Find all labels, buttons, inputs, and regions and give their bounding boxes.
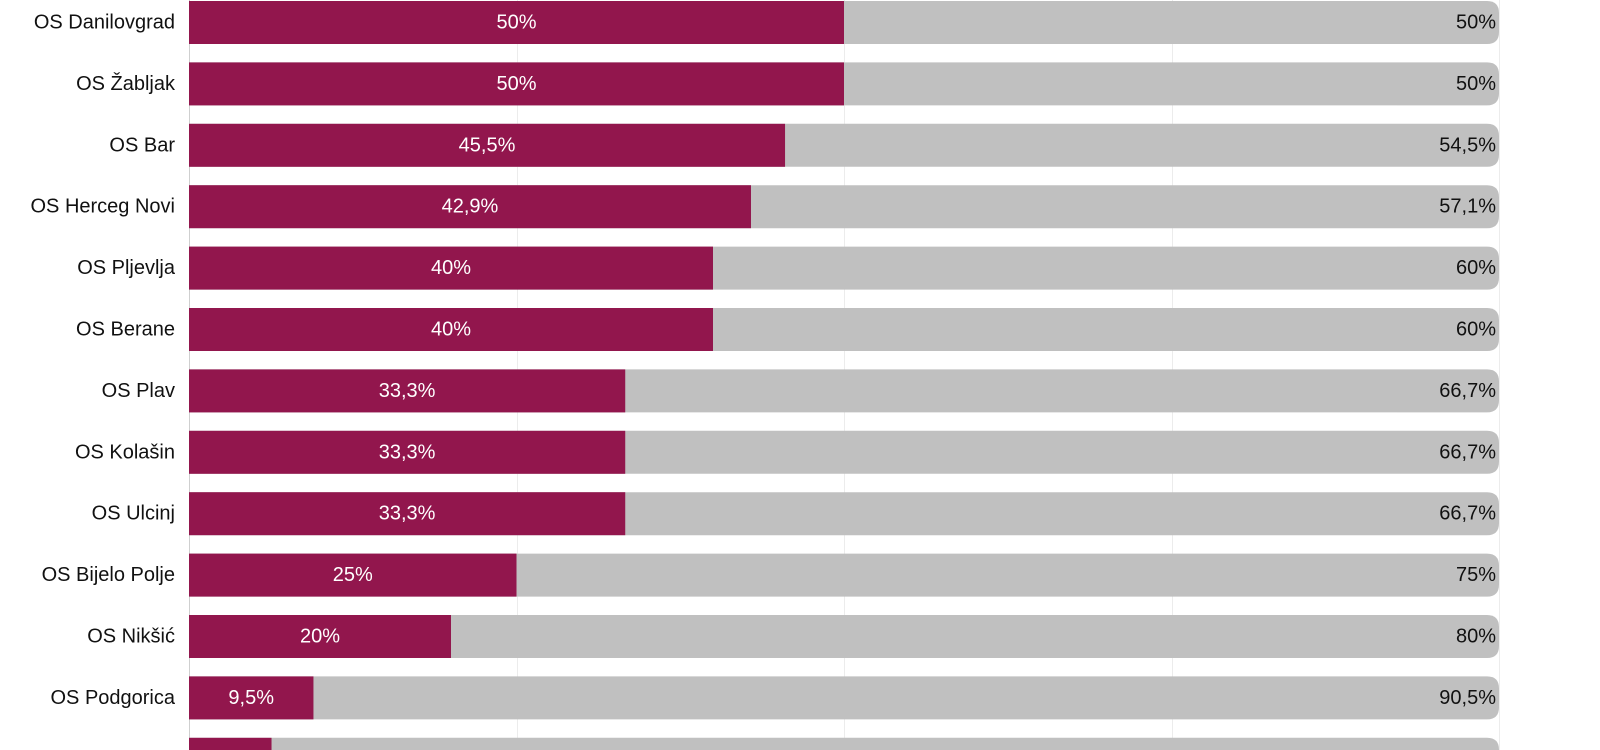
category-label: OS Plav — [102, 380, 175, 402]
remainder-label: 60% — [1456, 257, 1496, 279]
remainder-label: 66,7% — [1439, 503, 1496, 525]
remainder-label: 50% — [1456, 73, 1496, 95]
value-label: 42,9% — [442, 196, 499, 218]
remainder-bar — [189, 737, 1499, 750]
value-label: 40% — [431, 257, 471, 279]
remainder-label: 66,7% — [1439, 380, 1496, 402]
category-label: OS Kotor — [93, 748, 176, 750]
value-label: 33,3% — [379, 503, 436, 525]
category-label: OS Danilovgrad — [34, 12, 175, 34]
remainder-label: 57,1% — [1439, 196, 1496, 218]
remainder-label: 90,5% — [1439, 687, 1496, 709]
value-bar — [189, 62, 844, 106]
value-bar — [189, 615, 451, 658]
value-label: 9,5% — [228, 687, 274, 709]
bars-layer — [189, 1, 1499, 750]
value-bar — [189, 123, 786, 167]
value-label: 33,3% — [379, 380, 436, 402]
value-label: 20% — [300, 626, 340, 648]
value-bar — [189, 676, 314, 720]
category-label: OS Bijelo Polje — [42, 564, 175, 586]
value-bar — [189, 369, 626, 413]
remainder-bar — [189, 615, 1499, 658]
value-bar — [189, 185, 751, 229]
value-bar — [189, 737, 272, 750]
value-bar — [189, 1, 844, 44]
category-label: OS Bar — [109, 134, 175, 156]
value-label: 40% — [431, 319, 471, 341]
value-bar — [189, 308, 713, 351]
remainder-bar — [189, 676, 1499, 720]
value-bar — [189, 246, 713, 290]
value-bar — [189, 553, 517, 597]
remainder-label: 50% — [1456, 12, 1496, 34]
value-label: 50% — [496, 73, 536, 95]
remainder-label: 54,5% — [1439, 134, 1496, 156]
value-bar — [189, 492, 626, 536]
category-label: OS Ulcinj — [92, 503, 175, 525]
remainder-label: 66,7% — [1439, 441, 1496, 463]
remainder-label: 60% — [1456, 319, 1496, 341]
value-label: 45,5% — [459, 134, 516, 156]
remainder-label: 75% — [1456, 564, 1496, 586]
labels-layer: OS Danilovgrad 50% 50% OS Žabljak 50% 50% OS B… — [31, 12, 1497, 750]
remainder-label: 80% — [1456, 626, 1496, 648]
value-bar — [189, 430, 626, 474]
value-label: 33,3% — [379, 441, 436, 463]
category-label: OS Berane — [76, 319, 175, 341]
category-label: OS Podgorica — [50, 687, 175, 709]
category-label: OS Žabljak — [76, 72, 176, 95]
category-label: OS Herceg Novi — [31, 196, 176, 218]
value-label: 50% — [496, 12, 536, 34]
value-label: 25% — [333, 564, 373, 586]
category-label: OS Pljevlja — [77, 257, 176, 279]
category-label: OS Kolašin — [75, 441, 175, 463]
category-label: OS Nikšić — [87, 626, 175, 648]
